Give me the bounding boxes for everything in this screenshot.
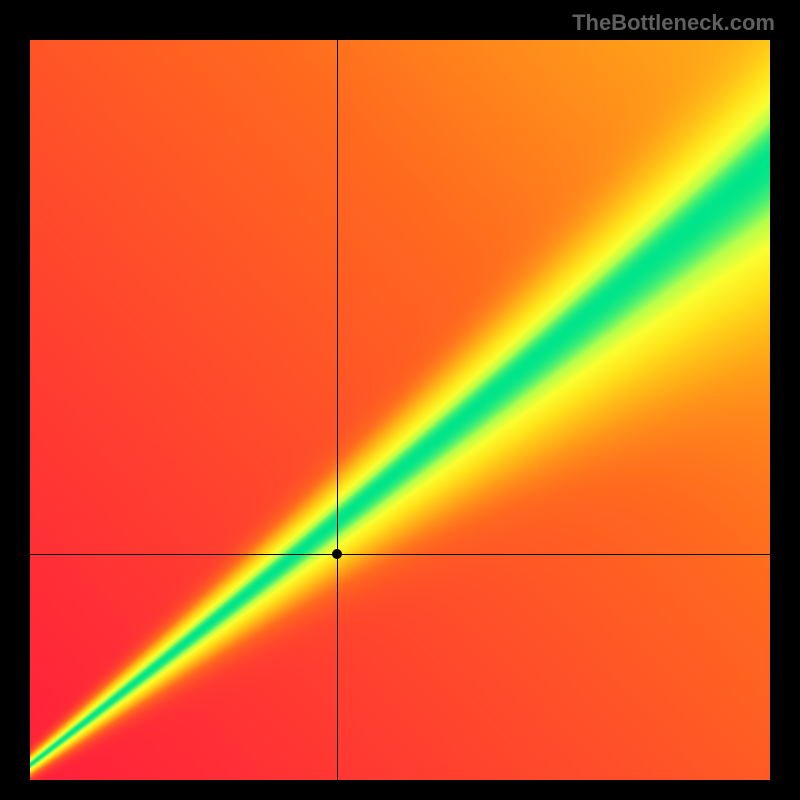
watermark-text: TheBottleneck.com xyxy=(572,10,775,36)
heatmap-canvas xyxy=(30,40,770,780)
crosshair-horizontal xyxy=(30,554,770,555)
crosshair-marker xyxy=(332,549,342,559)
crosshair-vertical xyxy=(337,40,338,780)
heatmap-plot xyxy=(30,40,770,780)
